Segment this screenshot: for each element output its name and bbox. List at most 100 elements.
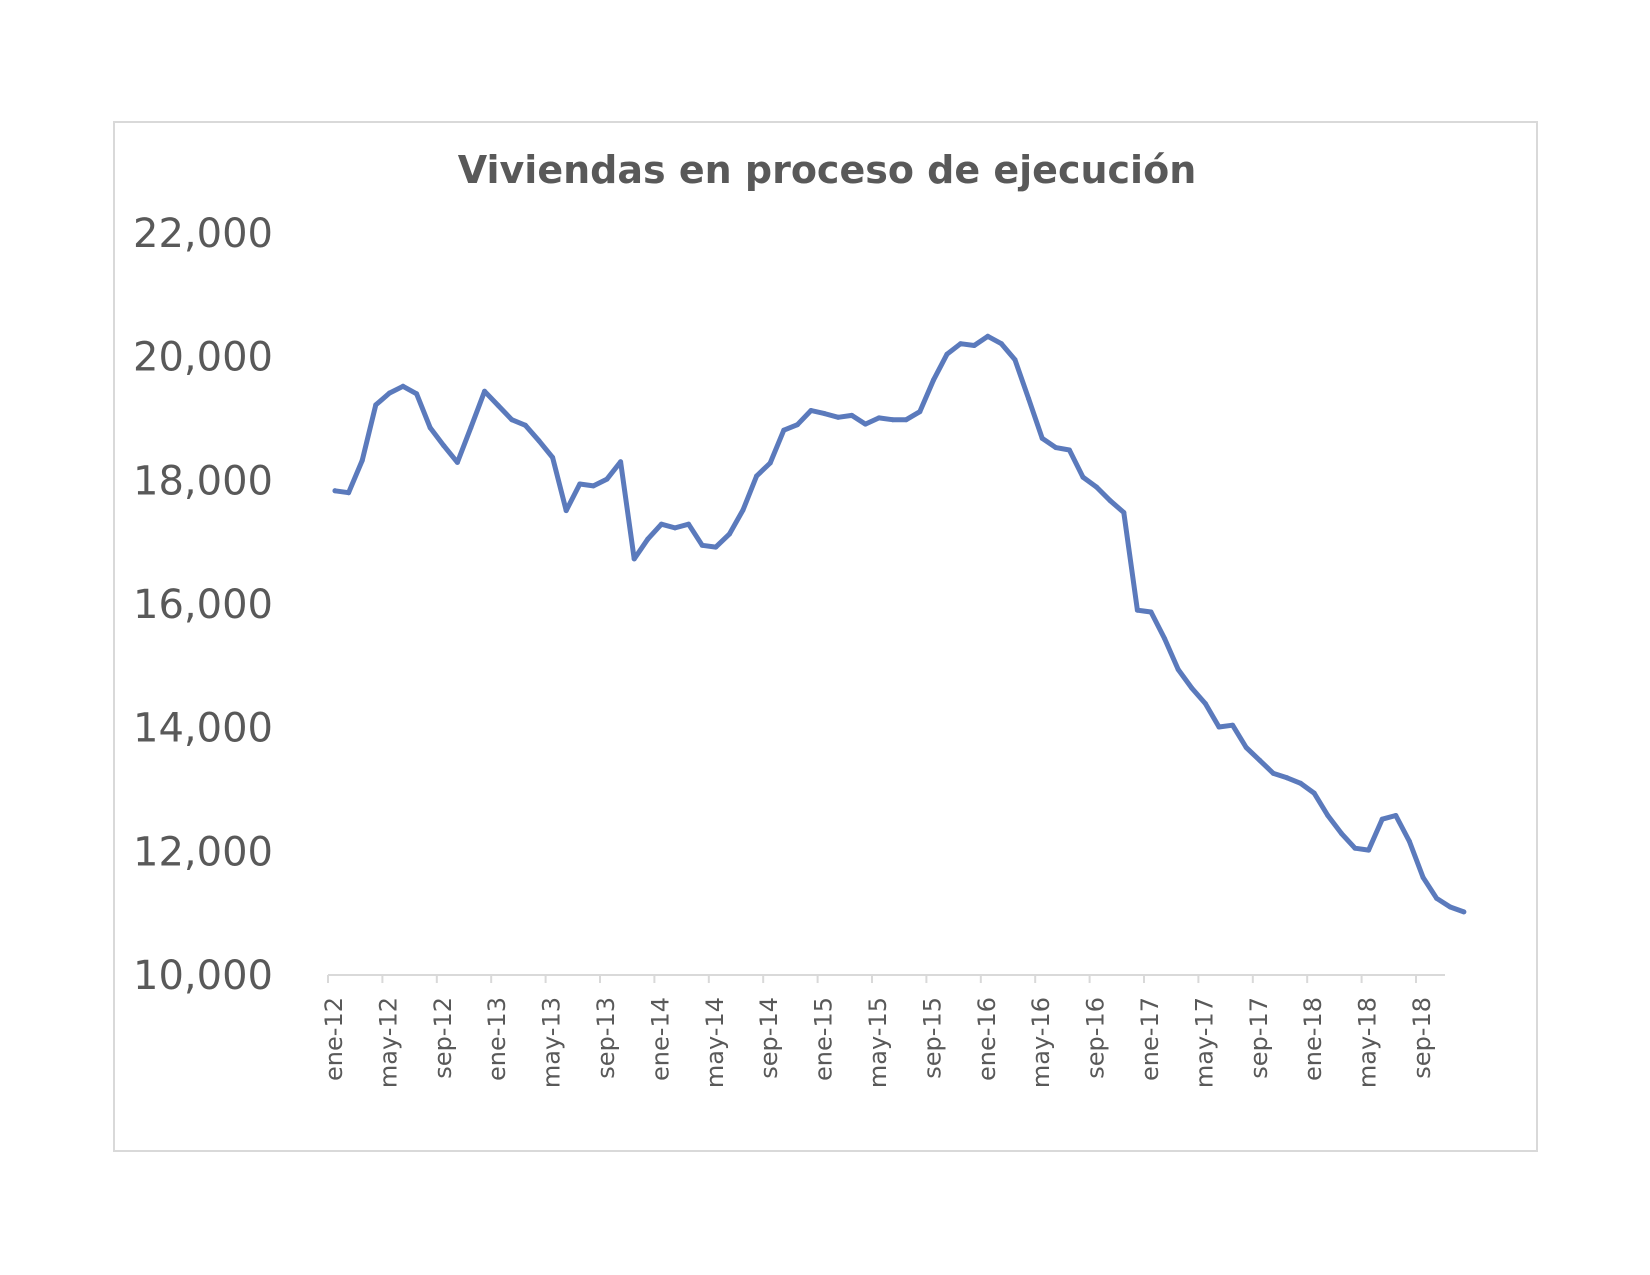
data-point (1202, 701, 1208, 707)
data-point (1393, 813, 1399, 818)
data-point (373, 402, 379, 408)
data-point (1434, 895, 1440, 901)
data-point (699, 542, 705, 548)
data-point (359, 458, 365, 463)
data-point (550, 455, 556, 460)
data-point (971, 343, 977, 348)
data-point (740, 507, 746, 513)
x-tick-label: sep-12 (429, 997, 457, 1079)
data-point (876, 415, 882, 421)
x-tick-label: may-17 (1190, 997, 1218, 1088)
x-tick-label: may-13 (538, 997, 566, 1088)
data-point (903, 417, 909, 423)
data-point (835, 414, 841, 420)
data-point (563, 508, 569, 514)
data-point (468, 424, 474, 430)
x-tick-label: sep-17 (1245, 997, 1273, 1079)
data-point (1053, 445, 1059, 451)
data-point (985, 333, 991, 339)
data-point (726, 531, 732, 537)
data-point (1080, 474, 1086, 480)
data-point (1026, 396, 1032, 402)
y-tick-label: 20,000 (133, 335, 273, 381)
data-point (1447, 904, 1453, 910)
data-point (958, 341, 964, 347)
data-point (482, 388, 488, 394)
data-point (1012, 357, 1018, 363)
data-point (590, 483, 596, 489)
data-point (1325, 813, 1331, 818)
x-tick-label: ene-14 (646, 997, 674, 1081)
y-tick-label: 14,000 (133, 706, 273, 752)
data-point (1420, 874, 1426, 880)
data-point (890, 417, 896, 423)
data-point (1107, 498, 1113, 504)
data-point (536, 438, 542, 444)
data-point (1311, 790, 1317, 796)
x-tick-label: ene-17 (1136, 997, 1164, 1081)
data-point (414, 391, 420, 397)
data-point (1406, 838, 1412, 844)
chart-frame: Viviendas en proceso de ejecución 10,000… (113, 121, 1538, 1152)
x-tick-label: sep-13 (592, 997, 620, 1079)
data-point (944, 351, 950, 357)
line-chart: Viviendas en proceso de ejecución 10,000… (133, 148, 1467, 1088)
data-point (1162, 636, 1168, 642)
x-tick-label: ene-15 (810, 997, 838, 1081)
data-point (1134, 607, 1140, 613)
data-point (1257, 757, 1263, 763)
data-point (767, 460, 773, 466)
data-point (522, 422, 528, 428)
chart-title: Viviendas en proceso de ejecución (458, 148, 1197, 192)
data-point (386, 390, 392, 396)
data-point (400, 383, 406, 389)
data-point (495, 403, 501, 408)
x-tick-label: ene-16 (973, 997, 1001, 1081)
data-point (1338, 830, 1344, 836)
x-tick-label: ene-18 (1299, 997, 1327, 1081)
data-point (1284, 775, 1290, 781)
y-tick-label: 22,000 (133, 211, 273, 257)
data-point (1216, 724, 1222, 730)
data-point (1189, 685, 1195, 691)
data-point (509, 417, 515, 423)
data-point (1148, 609, 1154, 615)
y-tick-label: 10,000 (133, 953, 273, 999)
x-tick-label: ene-12 (320, 997, 348, 1081)
x-tick-label: sep-16 (1082, 997, 1110, 1079)
plot-series (332, 333, 1467, 915)
data-point (427, 425, 433, 431)
data-point (1461, 909, 1467, 915)
data-point (794, 422, 800, 428)
data-point (454, 459, 460, 465)
data-point (672, 525, 678, 531)
data-point (998, 341, 1004, 347)
data-point (1121, 510, 1127, 515)
x-tick-label: may-16 (1027, 997, 1055, 1088)
data-point (1379, 816, 1385, 822)
x-tick-label: sep-18 (1408, 997, 1436, 1079)
x-tick-label: may-14 (701, 997, 729, 1088)
data-point (754, 473, 760, 479)
data-point (781, 427, 787, 433)
data-point (862, 421, 868, 427)
data-point (618, 459, 624, 465)
data-point (645, 536, 651, 542)
data-point (930, 377, 936, 383)
data-point (1094, 484, 1100, 490)
data-point (441, 443, 447, 449)
data-point (822, 411, 828, 417)
data-point (1175, 667, 1181, 672)
y-tick-label: 12,000 (133, 829, 273, 875)
x-axis (327, 974, 1445, 983)
y-tick-label: 16,000 (133, 582, 273, 628)
data-point (332, 488, 338, 494)
data-point (1352, 845, 1358, 851)
data-point (1298, 780, 1304, 786)
data-point (604, 476, 610, 482)
data-point (346, 490, 352, 496)
data-point (631, 556, 637, 562)
data-point (917, 409, 923, 415)
data-point (1039, 435, 1045, 441)
data-point (686, 521, 692, 527)
